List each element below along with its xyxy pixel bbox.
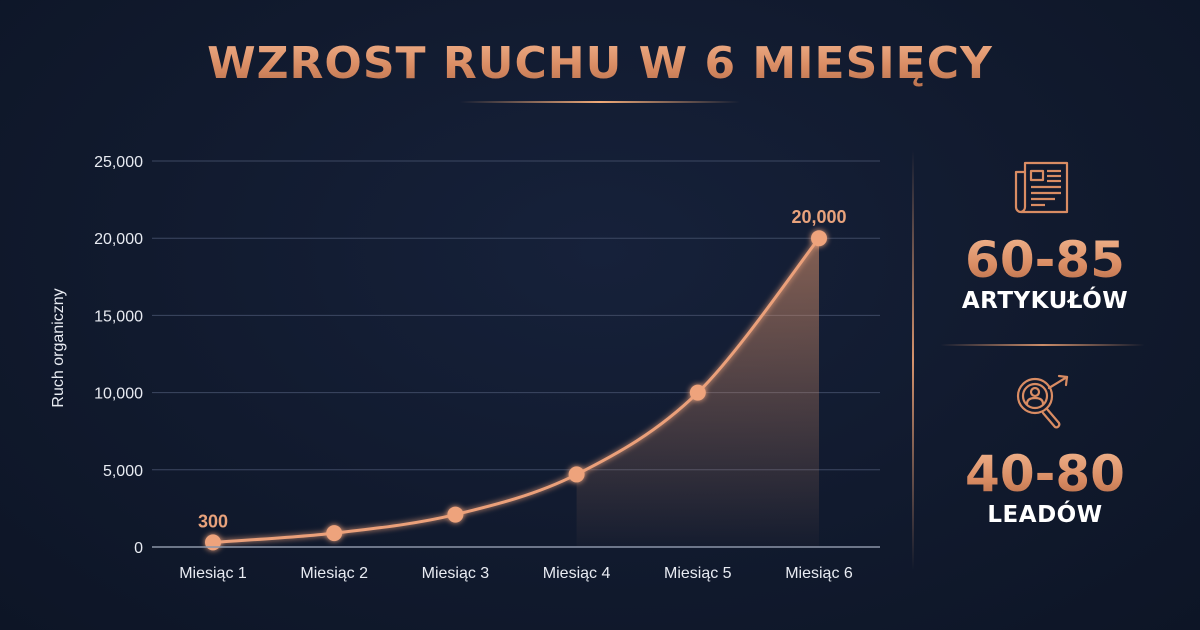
stat-leads-value: 40-80 [920, 446, 1170, 502]
data-label: 300 [198, 511, 228, 531]
x-tick-label: Miesiąc 6 [785, 565, 853, 582]
y-tick-label: 25,000 [94, 154, 143, 171]
x-axis-ticks: Miesiąc 1 Miesiąc 2 Miesiąc 3 Miesiąc 4 Mies… [179, 565, 853, 582]
stat-leads: 40-80 LEADÓW [920, 446, 1170, 528]
gridlines [152, 160, 880, 471]
data-labels: 300 20,000 [198, 207, 847, 531]
horizontal-divider [940, 344, 1145, 346]
stat-leads-label: LEADÓW [987, 502, 1103, 528]
y-axis-ticks: 0 5,000 10,000 15,000 20,000 25,000 [94, 154, 143, 557]
vertical-divider [912, 150, 914, 570]
y-tick-label: 5,000 [103, 463, 143, 480]
x-tick-label: Miesiąc 5 [664, 565, 732, 582]
data-point [689, 384, 706, 401]
line-chart: 0 5,000 10,000 15,000 20,000 25,000 Ruch orga… [50, 154, 880, 582]
lead-search-growth-icon [1016, 374, 1069, 429]
stat-articles-value: 60-85 [920, 232, 1170, 288]
stat-articles-label: ARTYKUŁÓW [961, 288, 1129, 314]
y-tick-label: 15,000 [94, 308, 143, 325]
data-point [811, 230, 827, 247]
stat-articles: 60-85 ARTYKUŁÓW [920, 232, 1170, 314]
x-tick-label: Miesiąc 1 [179, 565, 247, 582]
area-fill [576, 238, 819, 547]
y-axis-label: Ruch organiczny [50, 288, 67, 407]
x-tick-label: Miesiąc 2 [300, 565, 368, 582]
data-point [568, 466, 585, 483]
x-tick-label: Miesiąc 3 [422, 565, 490, 582]
data-point [205, 534, 221, 551]
y-tick-label: 20,000 [94, 231, 143, 248]
data-label: 20,000 [791, 207, 846, 227]
data-points [205, 230, 827, 551]
page-title: WZROST RUCHU W 6 MIESIĘCY [0, 38, 1200, 89]
title-underline [460, 101, 740, 103]
data-point [447, 506, 464, 523]
x-tick-label: Miesiąc 4 [543, 565, 611, 582]
y-tick-label: 0 [134, 540, 143, 557]
newspaper-icon [1014, 161, 1069, 214]
y-tick-label: 10,000 [94, 386, 143, 403]
data-point [326, 525, 343, 542]
